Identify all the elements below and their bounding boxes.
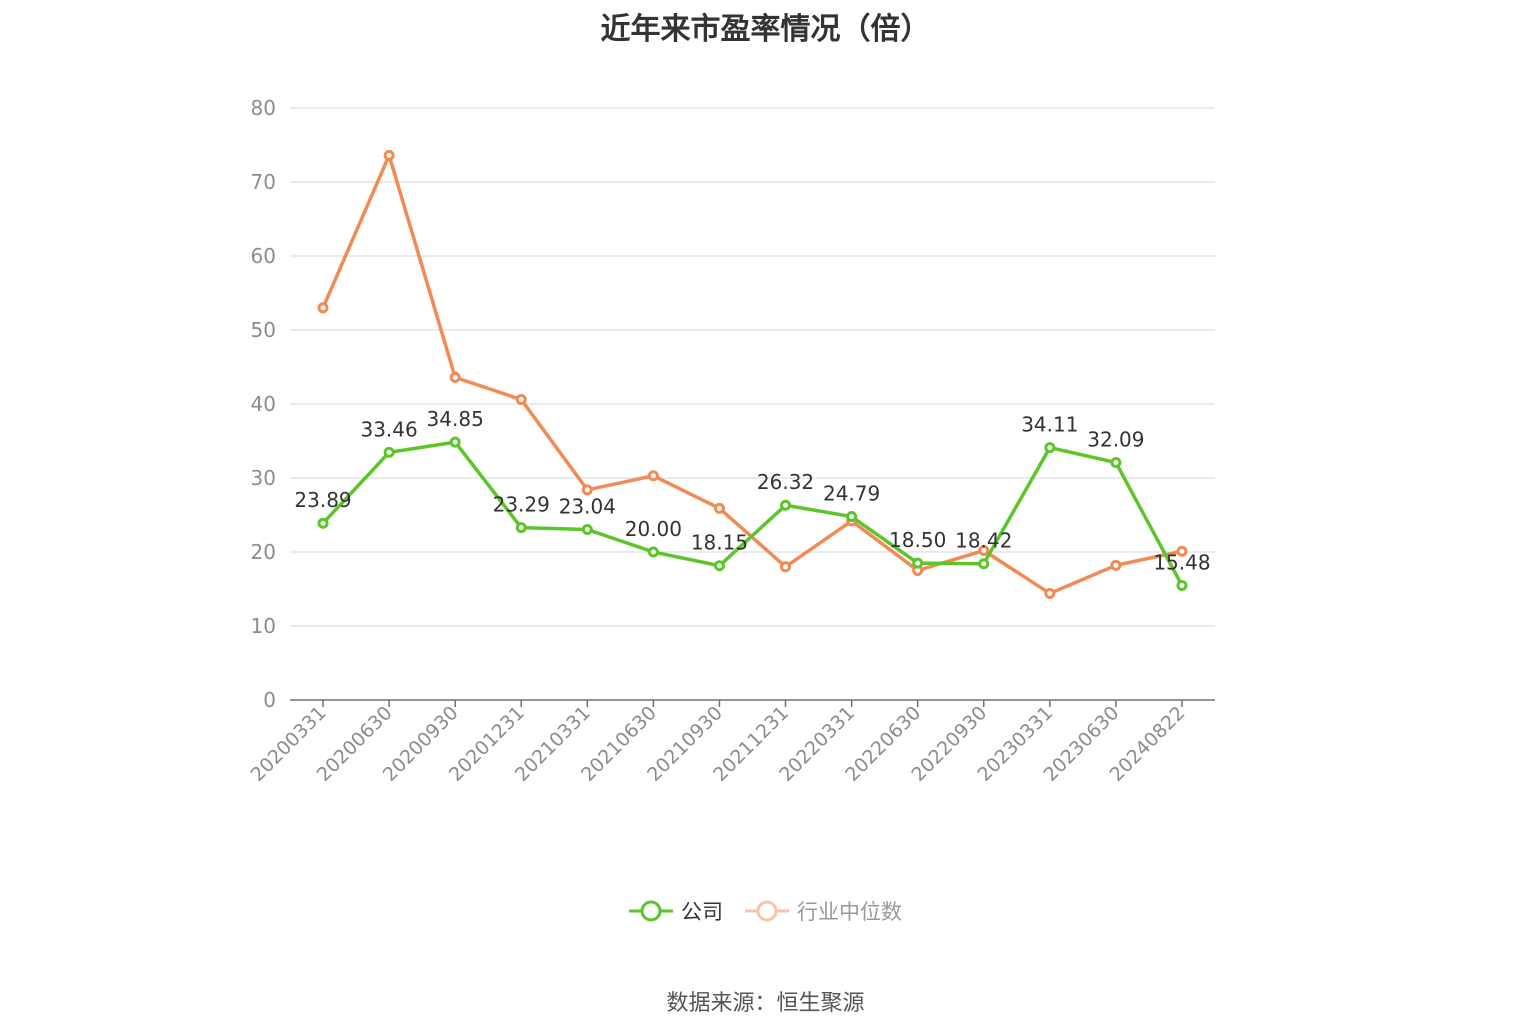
company-data-label: 18.42 [955, 529, 1012, 553]
legend: 公司 行业中位数 [0, 896, 1531, 926]
company-data-label: 18.50 [889, 528, 946, 552]
company-point [912, 557, 924, 569]
company-point [449, 436, 461, 448]
industry-point [1176, 545, 1188, 557]
company-data-label: 20.00 [625, 517, 682, 541]
company-data-label: 15.48 [1153, 550, 1210, 574]
y-tick-label: 30 [251, 466, 276, 490]
industry-point [449, 371, 461, 383]
company-data-label: 34.85 [427, 407, 484, 431]
company-line [321, 440, 1184, 587]
y-tick-label: 80 [251, 96, 276, 120]
company-point [1110, 457, 1122, 469]
company-data-label: 26.32 [757, 470, 814, 494]
y-tick-label: 10 [251, 614, 276, 638]
company-point [581, 524, 593, 536]
company-point [780, 499, 792, 511]
industry-point [383, 149, 395, 161]
y-tick-label: 60 [251, 244, 276, 268]
company-data-label: 18.15 [691, 531, 748, 555]
industry-point [780, 561, 792, 573]
company-point [846, 511, 858, 523]
company-point [647, 546, 659, 558]
y-tick-label: 20 [251, 540, 276, 564]
y-tick-label: 50 [251, 318, 276, 342]
company-point [317, 517, 329, 529]
company-data-label: 33.46 [360, 417, 417, 441]
industry-point [713, 502, 725, 514]
company-point [515, 522, 527, 534]
legend-item-industry[interactable]: 行业中位数 [745, 896, 902, 926]
company-point [978, 558, 990, 570]
legend-company-marker-icon [629, 900, 673, 922]
company-data-label: 24.79 [823, 482, 880, 506]
company-point [1176, 579, 1188, 591]
industry-point [1110, 559, 1122, 571]
series-lines [317, 149, 1188, 599]
line-chart: 0 10 20 30 40 50 60 70 80 2020033120200630202009… [247, 96, 1215, 786]
y-tick-label: 40 [251, 392, 276, 416]
industry-point [317, 302, 329, 314]
y-tick-label: 0 [263, 688, 276, 712]
y-axis-ticks: 0 10 20 30 40 50 60 70 80 [251, 96, 276, 712]
x-axis: 2020033120200630202009302020123120210331… [247, 699, 1215, 786]
industry-point [978, 545, 990, 557]
legend-item-company[interactable]: 公司 [629, 896, 723, 926]
industry-point [581, 484, 593, 496]
company-point [1044, 442, 1056, 454]
company-data-label: 23.29 [493, 493, 550, 517]
company-data-label: 23.89 [294, 488, 351, 512]
industry-point [1044, 587, 1056, 599]
company-data-label: 23.04 [559, 495, 616, 519]
y-tick-label: 70 [251, 170, 276, 194]
chart-title: 近年来市盈率情况（倍） [600, 12, 931, 47]
industry-point [647, 470, 659, 482]
legend-industry-marker-icon [745, 900, 789, 922]
legend-industry-label: 行业中位数 [797, 900, 902, 924]
legend-company-label: 公司 [681, 900, 723, 924]
company-point [383, 446, 395, 458]
industry-point [515, 394, 527, 406]
grid-lines [290, 107, 1215, 627]
company-data-label: 32.09 [1087, 428, 1144, 452]
data-source: 数据来源：恒生聚源 [666, 991, 865, 1016]
company-data-label: 34.11 [1021, 413, 1078, 437]
data-labels: 23.89 33.46 34.85 23.29 23.04 20.00 18.15 26.32… [294, 407, 1210, 574]
company-point [713, 560, 725, 572]
